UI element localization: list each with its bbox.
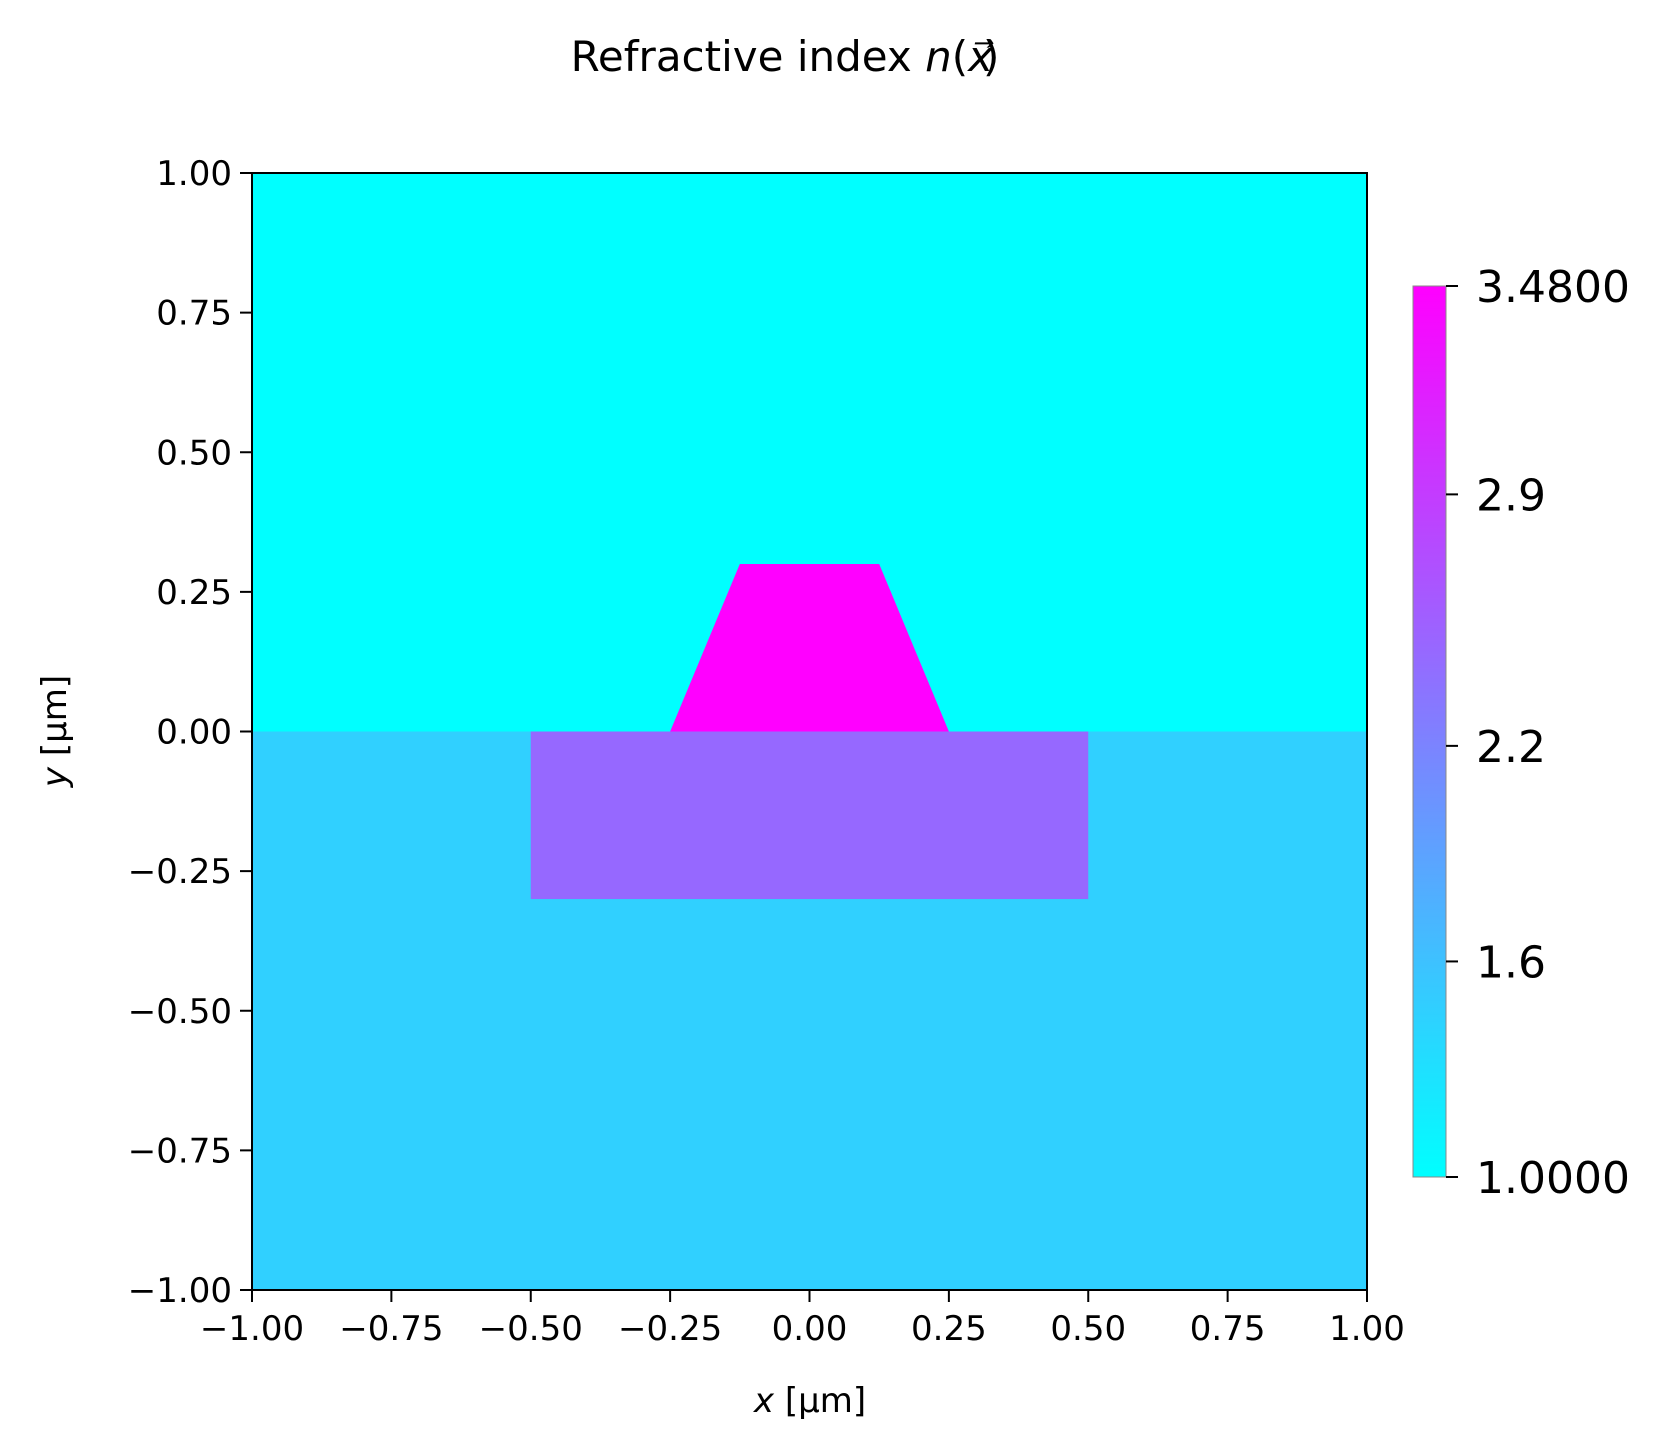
y-tick-label: 0.00 [156, 713, 232, 753]
x-axis-label: x [µm] [753, 1381, 866, 1421]
x-axis-ticks: −1.00 −0.75 −0.50 −0.25 0.00 0.25 0.50 0.75 1.00 [200, 1290, 1405, 1349]
y-tick-label: 0.75 [156, 294, 232, 334]
heatmap-regions [252, 173, 1367, 1290]
colorbar [1412, 285, 1447, 1178]
y-tick-label: 0.50 [156, 433, 232, 473]
x-tick-label: 0.75 [1190, 1309, 1266, 1349]
colorbar-ticks: 1.0000 1.6 2.2 2.9 3.4800 [1446, 262, 1630, 1204]
y-axis-ticks: −1.00 −0.75 −0.50 −0.25 0.00 0.25 0.50 0.75 1.00 [128, 154, 252, 1311]
y-axis-label: y [µm] [35, 675, 75, 788]
colorbar-tick-label: 1.0000 [1476, 1153, 1630, 1204]
x-tick-label: −0.25 [618, 1309, 722, 1349]
colorbar-tick-label: 3.4800 [1476, 262, 1630, 313]
x-tick-label: −0.75 [339, 1309, 443, 1349]
x-tick-label: 1.00 [1329, 1309, 1405, 1349]
x-tick-label: −0.50 [479, 1309, 583, 1349]
y-tick-label: 0.25 [156, 573, 232, 613]
y-tick-label: −0.25 [128, 852, 232, 892]
y-tick-label: 1.00 [156, 154, 232, 194]
y-tick-label: −1.00 [128, 1271, 232, 1311]
region-slab [530, 731, 1089, 900]
x-tick-label: 0.00 [772, 1309, 848, 1349]
colorbar-tick-label: 2.9 [1476, 470, 1546, 521]
colorbar-tick-label: 1.6 [1476, 937, 1546, 988]
y-tick-label: −0.75 [128, 1131, 232, 1171]
region-ridge [670, 563, 949, 732]
colorbar-tick-label: 2.2 [1476, 722, 1546, 773]
x-tick-label: −1.00 [200, 1309, 304, 1349]
x-tick-label: 0.50 [1050, 1309, 1126, 1349]
chart-title: Refractive index n(x⃗) [571, 32, 1000, 81]
y-tick-label: −0.50 [128, 992, 232, 1032]
x-tick-label: 0.25 [911, 1309, 987, 1349]
